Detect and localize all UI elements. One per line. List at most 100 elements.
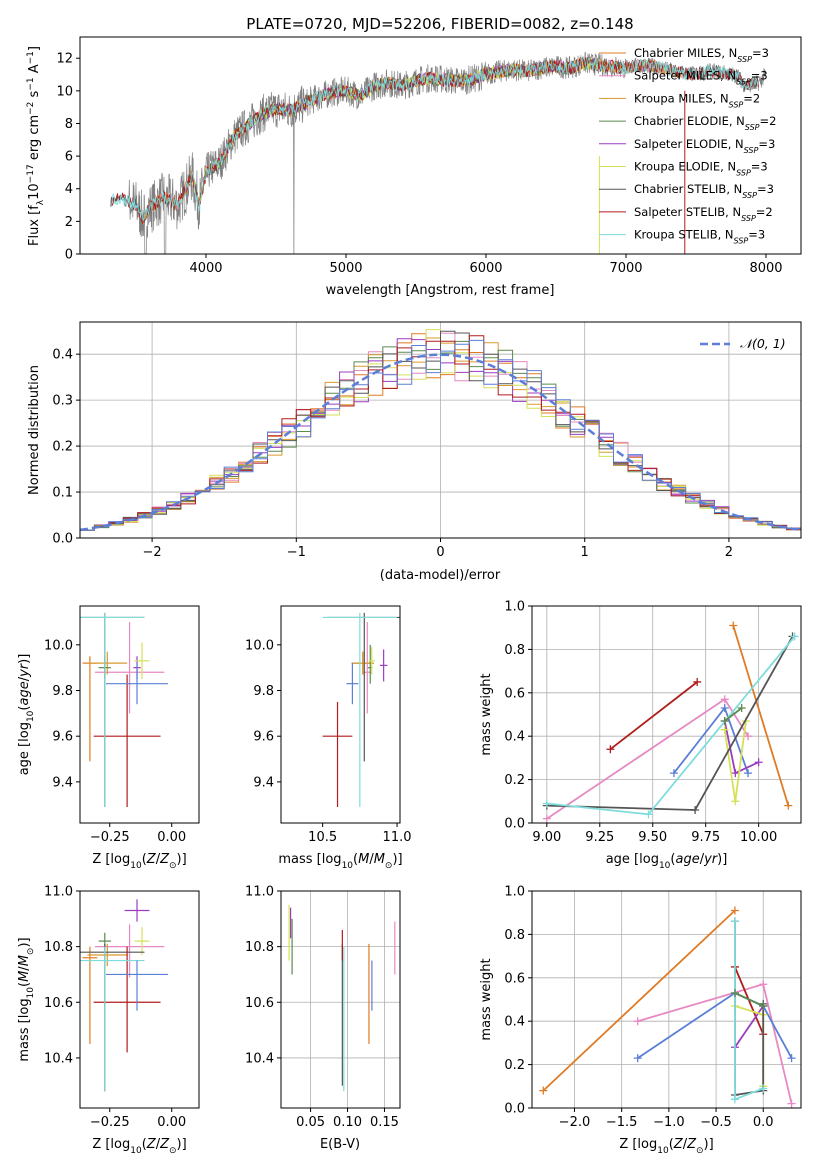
series-3 (669, 703, 753, 778)
y-tick-label: 0.2 (52, 440, 73, 455)
y-tick-label: 9.6 (253, 730, 274, 745)
y-tick-label: 4 (65, 182, 73, 197)
y-tick-label: 0.0 (504, 817, 525, 832)
model-spectrum-kroupa-stelib (110, 55, 759, 221)
data-point-4 (124, 899, 150, 922)
y-tick-label: 0.4 (52, 348, 73, 363)
y-tick-label: 10.4 (245, 1051, 274, 1066)
label-part: Z (159, 852, 170, 867)
chart-panel-1: −2 −1 0 1 2 0.0 0.1 0.2 0.3 0.4 (52, 321, 802, 560)
legend-value: =3 (751, 160, 768, 174)
plus-marker (720, 703, 729, 712)
data-point-2 (87, 651, 128, 675)
label-part: M (17, 955, 32, 966)
legend-sub: SSP (737, 55, 752, 64)
label-part: λ (36, 199, 46, 205)
label-part: / (156, 852, 161, 867)
legend-entry: Salpeter ELODIE, NSSP=3 (634, 137, 775, 155)
label-part: M (358, 852, 369, 867)
label-part: 10 (26, 710, 36, 722)
label-part: yr (703, 852, 719, 867)
label-part: −17 (26, 164, 36, 183)
series-line (734, 1005, 765, 1087)
label-part: ( (353, 852, 358, 867)
axes-frame (280, 605, 401, 824)
y-tick-label: 0.4 (504, 730, 525, 745)
series-0 (539, 906, 739, 1095)
legend-name: Chabrier STELIB, N (634, 182, 742, 196)
label-part: / (369, 852, 374, 867)
x-tick-label: 9.25 (585, 830, 614, 845)
label-part: Flux [f (27, 205, 42, 246)
plus-marker (730, 1095, 739, 1104)
series-line (546, 635, 794, 811)
y-tick-label: 8 (65, 117, 73, 132)
label-part: )] (392, 852, 402, 867)
label-part: )] (17, 654, 32, 664)
legend-value: =3 (757, 182, 774, 196)
plus-marker (731, 769, 740, 778)
legend-entry: Kroupa MILES, NSSP=2 (634, 91, 760, 109)
x-tick-label: 6000 (469, 261, 502, 276)
legend-name: Salpeter STELIB, N (634, 205, 741, 219)
plus-marker (790, 632, 799, 641)
axes-frame (280, 890, 401, 1109)
label-part: )] (704, 1137, 714, 1152)
label-part: A (27, 64, 42, 77)
x-tick-label: −0.25 (90, 830, 130, 845)
label-part: −1 (26, 77, 36, 90)
y-axis-label: Normed distribution (27, 365, 42, 495)
axes-frame (79, 36, 802, 255)
plot-area (110, 51, 767, 254)
label-part: ⊙ (26, 948, 36, 956)
data-point-0 (82, 946, 98, 1045)
legend-entry: Kroupa STELIB, NSSP=3 (634, 228, 765, 246)
y-tick-label: 0.2 (504, 1058, 525, 1073)
x-tick-label: 0 (436, 545, 444, 560)
y-tick-label: 0.4 (504, 1015, 525, 1030)
plus-marker (633, 1017, 642, 1026)
label-part: 10 (657, 1146, 669, 1156)
label-part: erg cm (27, 115, 42, 164)
legend-sub: SSP (744, 145, 759, 154)
data-point-9 (346, 663, 359, 705)
chart-title: PLATE=0720, MJD=52206, FIBERID=0082, z=0… (246, 15, 633, 33)
label-part: age [log (17, 722, 32, 775)
plot-area (542, 621, 799, 823)
plus-marker (720, 695, 729, 704)
y-axis-label: mass [log10(M/M⊙)] (17, 937, 36, 1061)
plus-marker (787, 1099, 796, 1108)
label-part: Z (686, 1137, 697, 1152)
label-part: Z (146, 1137, 157, 1152)
legend-sub: SSP (742, 191, 757, 200)
plus-marker (720, 717, 729, 726)
plus-marker (669, 769, 678, 778)
legend-value: =2 (743, 91, 760, 105)
label-part: M (374, 852, 385, 867)
series-8 (720, 703, 746, 726)
label-part: ( (142, 852, 147, 867)
data-point-4 (379, 649, 388, 682)
y-tick-label: 10.0 (245, 638, 274, 653)
legend-name: Chabrier ELODIE, N (634, 114, 745, 128)
label-part: / (700, 852, 705, 867)
label-part: / (17, 966, 32, 971)
legend-value: =3 (758, 137, 775, 151)
data-point-7 (93, 674, 161, 808)
y-tick-label: 6 (65, 150, 73, 165)
label-part: ( (17, 706, 32, 711)
y-tick-label: 0.2 (504, 773, 525, 788)
plus-marker (754, 758, 763, 767)
model-spectrum-salpeter-stelib (110, 57, 759, 225)
y-tick-label: 9.4 (253, 775, 274, 790)
series-line (734, 992, 764, 1007)
series-5 (720, 717, 750, 806)
x-tick-label: 0.00 (157, 830, 186, 845)
chart-panel-3: 10.5 11.0 9.4 9.6 9.8 10.0 (245, 605, 412, 845)
x-axis-label: (data-model)/error (380, 568, 501, 583)
y-tick-label: 0.3 (52, 394, 73, 409)
x-axis-label: E(B-V) (320, 1137, 360, 1152)
label-part: )] (177, 1137, 187, 1152)
plot-area (80, 612, 169, 808)
